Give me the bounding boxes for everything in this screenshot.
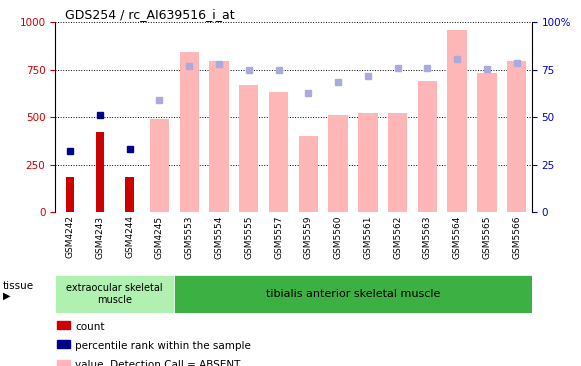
Bar — [269, 92, 288, 212]
Bar — [477, 73, 497, 212]
Text: GSM5565: GSM5565 — [482, 215, 492, 259]
Text: GSM5554: GSM5554 — [214, 215, 224, 259]
Text: count: count — [75, 322, 105, 332]
Bar — [358, 113, 378, 212]
Text: tissue: tissue — [3, 281, 34, 291]
Text: GSM5561: GSM5561 — [363, 215, 372, 259]
Text: GSM5553: GSM5553 — [185, 215, 193, 259]
Bar — [174, 274, 532, 313]
Bar — [95, 132, 104, 212]
Text: GSM4244: GSM4244 — [125, 215, 134, 258]
Bar — [66, 177, 74, 212]
Bar — [125, 177, 134, 212]
Bar — [299, 136, 318, 212]
Text: percentile rank within the sample: percentile rank within the sample — [75, 341, 251, 351]
Text: GSM4245: GSM4245 — [155, 215, 164, 258]
Bar — [507, 61, 526, 212]
Text: GDS254 / rc_AI639516_i_at: GDS254 / rc_AI639516_i_at — [64, 8, 234, 21]
Bar — [55, 274, 174, 313]
Bar — [418, 81, 437, 212]
Text: GSM5555: GSM5555 — [244, 215, 253, 259]
Bar — [447, 30, 467, 212]
Text: GSM5563: GSM5563 — [423, 215, 432, 259]
Text: GSM5559: GSM5559 — [304, 215, 313, 259]
Text: ▶: ▶ — [3, 291, 10, 300]
Text: GSM4243: GSM4243 — [95, 215, 105, 258]
Bar — [57, 340, 70, 348]
Bar — [388, 113, 407, 212]
Text: GSM5566: GSM5566 — [512, 215, 521, 259]
Bar — [57, 321, 70, 329]
Text: tibialis anterior skeletal muscle: tibialis anterior skeletal muscle — [266, 289, 440, 299]
Bar — [328, 115, 348, 212]
Text: GSM5560: GSM5560 — [333, 215, 343, 259]
Bar — [57, 360, 70, 366]
Text: GSM5562: GSM5562 — [393, 215, 402, 259]
Text: GSM4242: GSM4242 — [66, 215, 74, 258]
Bar — [209, 61, 229, 212]
Text: extraocular skeletal
muscle: extraocular skeletal muscle — [66, 283, 163, 305]
Bar — [239, 85, 259, 212]
Text: GSM5564: GSM5564 — [453, 215, 462, 259]
Text: GSM5557: GSM5557 — [274, 215, 283, 259]
Bar — [180, 52, 199, 212]
Bar — [150, 119, 169, 212]
Text: value, Detection Call = ABSENT: value, Detection Call = ABSENT — [75, 360, 241, 366]
